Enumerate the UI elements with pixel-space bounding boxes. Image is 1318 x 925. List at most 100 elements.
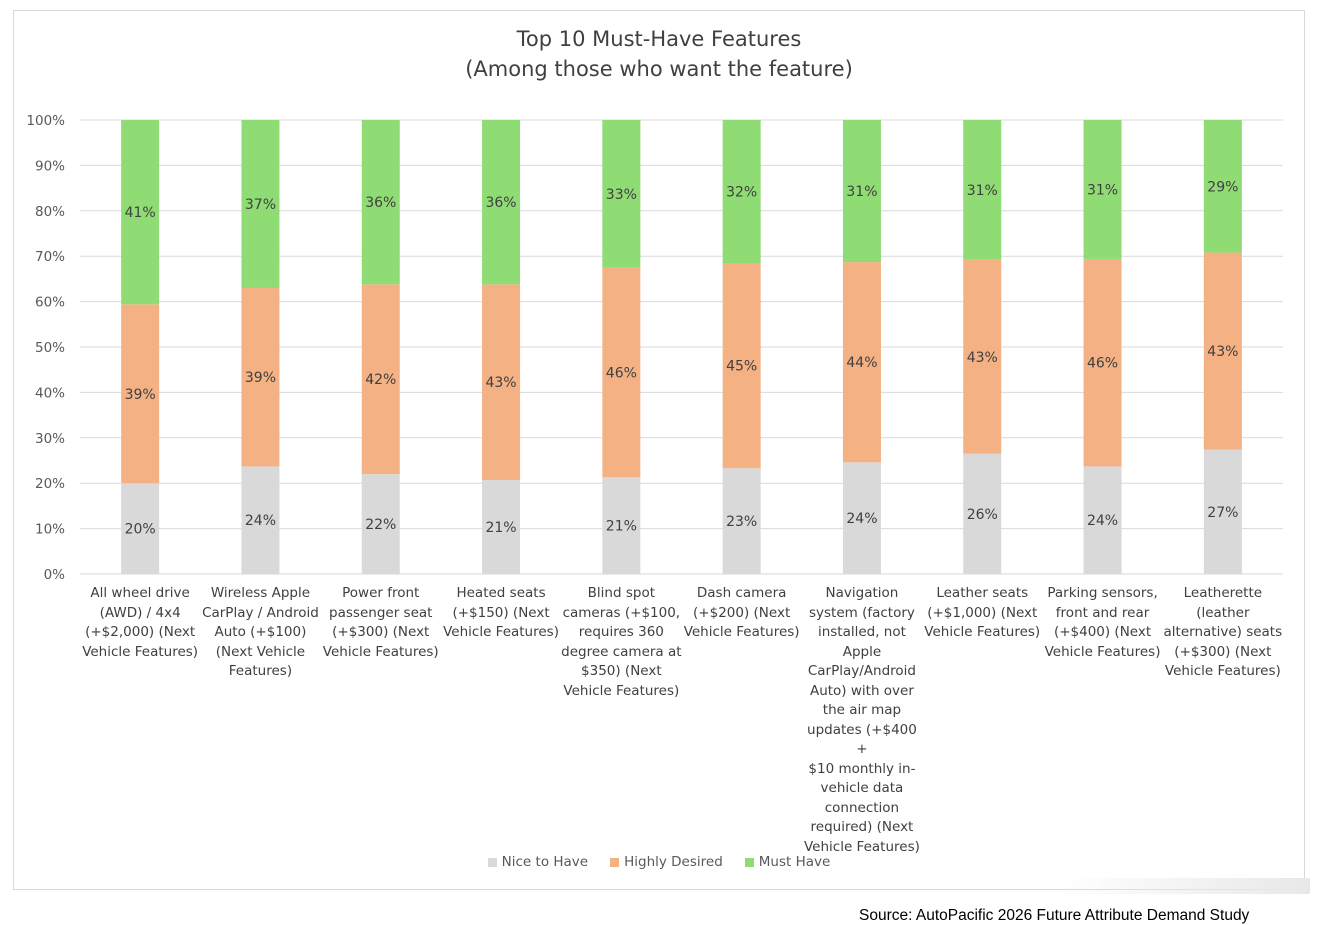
y-tick-label: 30% bbox=[35, 431, 65, 447]
data-label: 24% bbox=[846, 511, 877, 527]
bar-segment bbox=[361, 284, 400, 475]
x-category-label-line: Auto (+$100) bbox=[214, 624, 307, 640]
x-category-label: Power front passenger seat (+$300) (Next Ve… bbox=[319, 584, 443, 662]
data-label: 45% bbox=[726, 359, 757, 375]
bar-segment bbox=[121, 483, 160, 574]
x-category-label: Parking sensors, front and rear (+$400) (N… bbox=[1041, 584, 1165, 662]
bar-segment bbox=[121, 120, 160, 305]
x-category-label-line: (leather bbox=[1196, 604, 1250, 621]
x-category-label-line: passenger seat bbox=[329, 604, 433, 621]
data-label: 37% bbox=[245, 197, 276, 213]
y-tick-label: 0% bbox=[44, 567, 66, 583]
x-category-label-line: (+$1,000) (Next bbox=[927, 604, 1038, 621]
data-label: 31% bbox=[846, 184, 877, 200]
x-category-label-line: (+$300) (Next bbox=[1174, 643, 1272, 660]
bar-segment bbox=[1203, 120, 1242, 253]
x-category-label-line: Navigation bbox=[825, 585, 899, 601]
data-label: 29% bbox=[1207, 179, 1238, 195]
x-category-label: All wheel drive (AWD) / 4x4 (+$2,000) (Nex… bbox=[78, 584, 202, 662]
legend-item: Highly Desired bbox=[610, 854, 723, 870]
x-category-label-line: alternative) seats bbox=[1163, 624, 1283, 640]
data-label: 43% bbox=[485, 375, 516, 391]
legend-label: Highly Desired bbox=[624, 854, 723, 870]
bar-segment bbox=[722, 120, 761, 264]
data-label: 36% bbox=[485, 195, 516, 211]
data-label: 43% bbox=[1207, 344, 1238, 360]
bar-segment bbox=[602, 267, 641, 478]
legend: Nice to Have Highly Desired Must Have bbox=[0, 854, 1318, 870]
legend-swatch bbox=[487, 857, 497, 867]
data-label: 31% bbox=[1087, 182, 1118, 198]
x-category-label-line: requires 360 bbox=[578, 624, 664, 640]
bar-segment bbox=[482, 284, 521, 481]
bar-segment bbox=[963, 453, 1002, 574]
data-label: 46% bbox=[1087, 356, 1118, 372]
data-label: 21% bbox=[606, 519, 637, 535]
bar-segment bbox=[963, 120, 1002, 260]
y-tick-label: 90% bbox=[35, 158, 65, 174]
x-category-label-line: (+$200) (Next bbox=[693, 604, 791, 621]
x-category-label-line: $350) (Next bbox=[581, 663, 662, 679]
x-category-label-line: Leather seats bbox=[936, 585, 1029, 601]
x-category-label-line: Vehicle Features) bbox=[82, 643, 199, 660]
bar-segment bbox=[482, 480, 521, 574]
x-category-label-line: Vehicle Features) bbox=[683, 624, 800, 640]
x-category-label-line: degree camera at bbox=[561, 643, 682, 660]
bar-segment bbox=[1083, 466, 1122, 574]
x-category-label-line: Parking sensors, bbox=[1047, 585, 1158, 601]
x-category-label-line: installed, not bbox=[817, 624, 906, 640]
x-category-label-line: Vehicle Features) bbox=[924, 624, 1041, 640]
x-category-label-line: $10 monthly in- bbox=[808, 760, 916, 777]
bar-segment bbox=[722, 468, 761, 574]
data-label: 41% bbox=[125, 205, 156, 221]
bar-segment bbox=[1083, 120, 1122, 259]
bar-segment bbox=[241, 120, 280, 288]
x-category-label-line: (+$150) (Next bbox=[452, 604, 550, 621]
bar-segment bbox=[722, 263, 761, 469]
x-category-label-line: Vehicle Features) bbox=[803, 838, 920, 855]
x-category-label-line: Auto) with over bbox=[809, 682, 914, 699]
bar-segment bbox=[842, 462, 881, 574]
x-category-label-line: Vehicle Features) bbox=[443, 624, 559, 640]
bar-segment bbox=[1203, 252, 1242, 450]
x-category-label: Navigation system (factory installed, not A… bbox=[800, 584, 924, 857]
x-category-label-line: cameras (+$100, bbox=[562, 604, 681, 621]
x-category-label-line: required) (Next bbox=[810, 819, 914, 835]
y-tick-label: 60% bbox=[35, 295, 65, 311]
y-tick-label: 20% bbox=[35, 476, 65, 492]
x-category-label-line: Vehicle Features) bbox=[322, 643, 439, 660]
bar-segment bbox=[842, 262, 881, 463]
x-category-label-line: (+$300) (Next bbox=[332, 624, 430, 640]
x-category-label: Dash camera (+$200) (Next Vehicle Features… bbox=[680, 584, 804, 643]
bar-segment bbox=[602, 477, 641, 574]
scroll-fade bbox=[1060, 878, 1310, 894]
y-tick-label: 50% bbox=[35, 340, 65, 356]
bar-segment bbox=[1083, 258, 1122, 467]
x-category-label-line: (Next Vehicle bbox=[215, 643, 306, 660]
x-category-label-line: vehicle data bbox=[820, 780, 904, 796]
bar-segment bbox=[121, 304, 160, 484]
data-label: 42% bbox=[365, 372, 396, 388]
x-category-label: Leatherette (leather alternative) seats (+$… bbox=[1161, 584, 1285, 682]
legend-item: Nice to Have bbox=[487, 854, 588, 870]
y-tick-label: 10% bbox=[35, 522, 65, 538]
bar-segment bbox=[842, 120, 881, 263]
x-category-label-line: Power front bbox=[342, 585, 420, 601]
x-category-label-line: All wheel drive bbox=[90, 585, 190, 601]
data-label: 27% bbox=[1207, 505, 1238, 521]
data-label: 23% bbox=[726, 514, 757, 530]
data-label: 31% bbox=[967, 183, 998, 199]
x-category-label-line: Features) bbox=[228, 663, 293, 679]
x-category-label-line: Wireless Apple bbox=[210, 585, 311, 601]
data-label: 36% bbox=[365, 195, 396, 211]
x-category-label: Wireless Apple CarPlay / Android Auto (+$1… bbox=[198, 584, 322, 682]
x-category-label-line: (AWD) / 4x4 bbox=[99, 604, 181, 621]
data-label: 44% bbox=[846, 355, 877, 371]
x-category-label: Heated seats (+$150) (Next Vehicle Feature… bbox=[439, 584, 563, 643]
y-tick-label: 70% bbox=[35, 249, 65, 265]
x-category-label-line: front and rear bbox=[1055, 604, 1150, 621]
x-category-label-line: the air map bbox=[822, 702, 902, 718]
x-category-label: Blind spot cameras (+$100, requires 360 deg… bbox=[559, 584, 683, 701]
bar-segment bbox=[241, 287, 280, 467]
bar-segment bbox=[361, 120, 400, 285]
